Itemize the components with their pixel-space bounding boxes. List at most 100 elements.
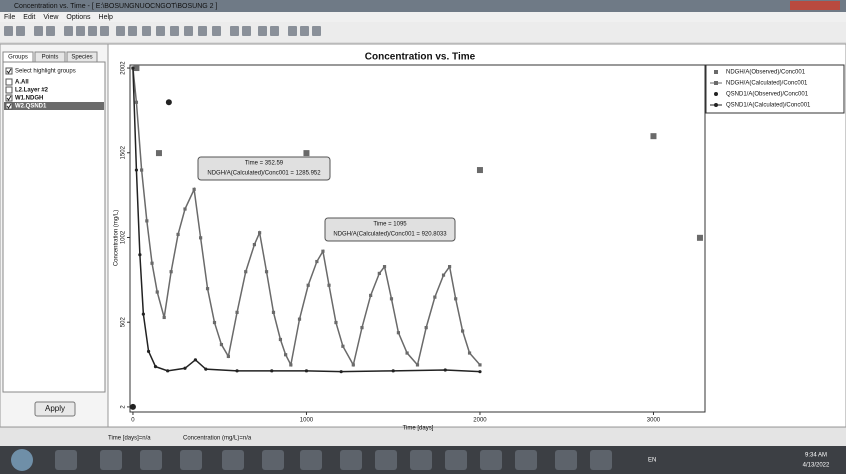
tooltip bbox=[197, 156, 331, 181]
marker bbox=[183, 366, 187, 370]
marker bbox=[334, 320, 338, 325]
menu-item[interactable]: Help bbox=[99, 14, 114, 21]
checkbox[interactable] bbox=[5, 102, 13, 110]
clock-date: 4/13/2022 bbox=[803, 463, 830, 469]
tab[interactable] bbox=[34, 51, 66, 63]
toolbar-button[interactable] bbox=[64, 26, 73, 36]
taskbar-icon[interactable] bbox=[300, 450, 322, 470]
taskbar-icon[interactable] bbox=[180, 450, 202, 470]
taskbar-icon[interactable] bbox=[445, 450, 467, 470]
marker bbox=[306, 283, 310, 287]
tab-label[interactable]: Points bbox=[42, 55, 59, 61]
toolbar-button[interactable] bbox=[142, 26, 151, 36]
taskbar-icon[interactable] bbox=[515, 450, 537, 470]
status-text: Time [days]=n/a bbox=[108, 436, 151, 442]
tooltip-text: Time = 352.59 bbox=[245, 161, 284, 167]
marker bbox=[478, 363, 482, 367]
apply-label[interactable]: Apply bbox=[45, 404, 65, 413]
marker bbox=[304, 369, 309, 373]
toolbar-button[interactable] bbox=[270, 26, 279, 36]
marker bbox=[134, 100, 139, 104]
toolbar-button[interactable] bbox=[88, 26, 97, 36]
tooltip-text: NDGH/A(Calculated)/Conc001 = 1285.952 bbox=[207, 171, 321, 177]
marker bbox=[478, 370, 482, 374]
toolbar-button[interactable] bbox=[4, 26, 13, 36]
toolbar-button[interactable] bbox=[312, 26, 321, 36]
marker bbox=[205, 287, 210, 291]
x-tick-label: 1000 bbox=[300, 418, 314, 424]
taskbar-icon[interactable] bbox=[222, 450, 244, 470]
toolbar-button[interactable] bbox=[184, 26, 193, 36]
marker bbox=[204, 367, 208, 371]
start-button[interactable] bbox=[11, 449, 33, 471]
group-item[interactable]: A.All bbox=[15, 80, 29, 86]
toolbar-button[interactable] bbox=[34, 26, 43, 36]
marker bbox=[391, 369, 395, 373]
toolbar-button[interactable] bbox=[230, 26, 239, 36]
marker bbox=[133, 65, 140, 72]
toolbar-button[interactable] bbox=[300, 26, 309, 36]
x-tick-label: 0 bbox=[131, 418, 135, 424]
x-tick-label: 3000 bbox=[647, 418, 661, 424]
taskbar-icon[interactable] bbox=[55, 450, 77, 470]
toolbar-button[interactable] bbox=[116, 26, 125, 36]
window-controls[interactable] bbox=[790, 1, 840, 10]
tab-label[interactable]: Species bbox=[71, 55, 92, 61]
taskbar-icon[interactable] bbox=[340, 450, 362, 470]
toolbar-button[interactable] bbox=[258, 26, 267, 36]
select-label: Select highlight groups bbox=[15, 69, 76, 75]
menu-item[interactable]: File bbox=[4, 14, 15, 21]
tab-label[interactable]: Groups bbox=[8, 55, 28, 61]
marker bbox=[153, 364, 158, 369]
toolbar-button[interactable] bbox=[128, 26, 137, 36]
taskbar-icon[interactable] bbox=[555, 450, 577, 470]
marker bbox=[650, 133, 657, 140]
menu-item[interactable]: Edit bbox=[23, 14, 35, 21]
chart-title: Concentration vs. Time bbox=[365, 52, 476, 63]
check-mark bbox=[6, 68, 12, 74]
marker bbox=[165, 99, 172, 106]
legend-label: QSND1/A(Observed)/Conc001 bbox=[726, 92, 809, 98]
toolbar-button[interactable] bbox=[46, 26, 55, 36]
taskbar-icon[interactable] bbox=[375, 450, 397, 470]
tab[interactable] bbox=[66, 51, 98, 63]
toolbar-button[interactable] bbox=[212, 26, 221, 36]
taskbar-icon[interactable] bbox=[100, 450, 122, 470]
checkbox[interactable] bbox=[5, 94, 13, 102]
marker bbox=[140, 168, 144, 172]
taskbar-icon[interactable] bbox=[590, 450, 612, 470]
menu-item[interactable]: Options bbox=[66, 14, 91, 21]
toolbar-button[interactable] bbox=[16, 26, 25, 36]
marker bbox=[129, 403, 136, 410]
selection bbox=[4, 102, 104, 110]
toolbar-button[interactable] bbox=[100, 26, 109, 36]
toolbar bbox=[0, 22, 846, 42]
taskbar-icon[interactable] bbox=[480, 450, 502, 470]
taskbar-icon[interactable] bbox=[140, 450, 162, 470]
tooltip-text: Time = 1095 bbox=[373, 222, 407, 228]
tooltip-text: NDGH/A(Calculated)/Conc001 = 920.8033 bbox=[333, 232, 447, 238]
checkbox[interactable] bbox=[5, 78, 13, 86]
taskbar-icon[interactable] bbox=[410, 450, 432, 470]
toolbar-button[interactable] bbox=[76, 26, 85, 36]
apply-button[interactable] bbox=[34, 401, 76, 417]
marker bbox=[696, 234, 703, 241]
toolbar-button[interactable] bbox=[288, 26, 297, 36]
checkbox[interactable] bbox=[5, 86, 13, 94]
legend-marker bbox=[714, 92, 718, 96]
group-item[interactable]: W1.NDGH bbox=[15, 96, 43, 102]
group-item[interactable]: W2.QSND1 bbox=[15, 104, 47, 110]
group-item[interactable]: L2.Layer #2 bbox=[15, 88, 49, 94]
checkbox[interactable] bbox=[5, 67, 13, 75]
toolbar-button[interactable] bbox=[170, 26, 179, 36]
marker bbox=[193, 358, 198, 362]
marker bbox=[199, 236, 203, 240]
toolbar-button[interactable] bbox=[156, 26, 165, 36]
toolbar-button[interactable] bbox=[198, 26, 207, 36]
taskbar-icon[interactable] bbox=[262, 450, 284, 470]
marker bbox=[415, 363, 420, 367]
toolbar-button[interactable] bbox=[242, 26, 251, 36]
group-list bbox=[2, 61, 106, 393]
menu-item[interactable]: View bbox=[43, 14, 59, 21]
tab[interactable] bbox=[2, 51, 34, 63]
